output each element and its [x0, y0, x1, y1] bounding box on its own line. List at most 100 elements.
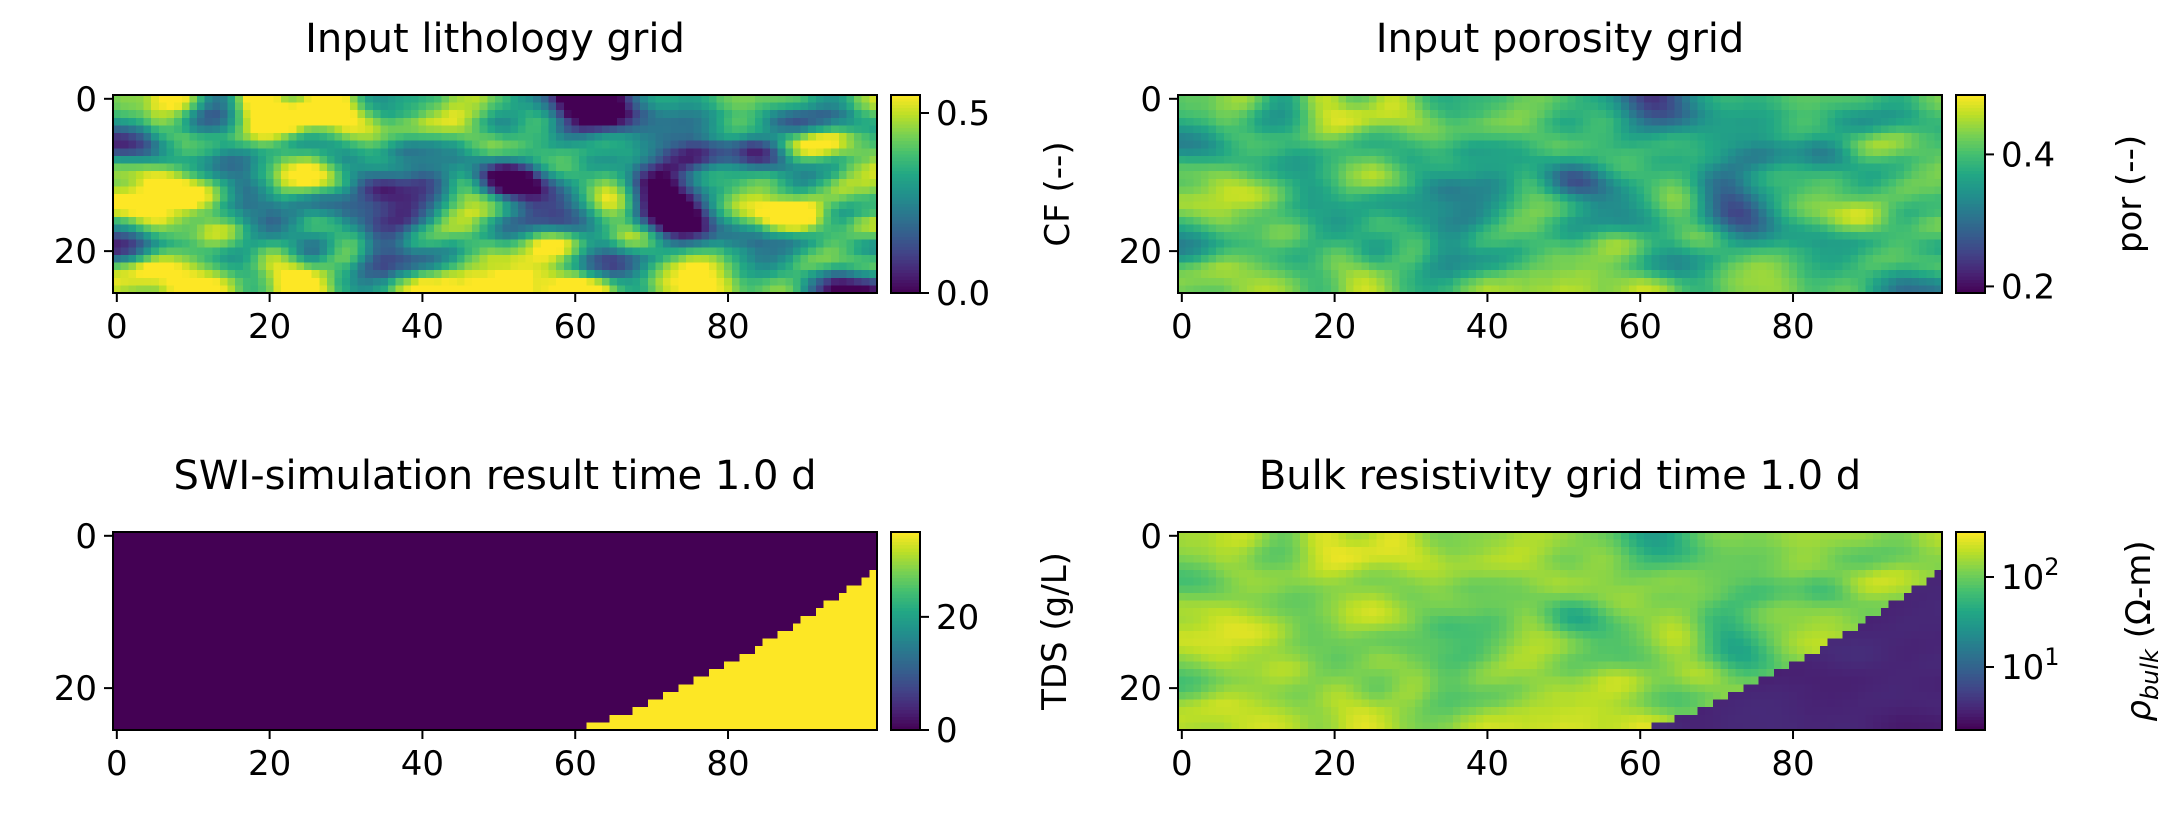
heatmap-cell	[594, 133, 603, 142]
heatmap-cell	[1919, 148, 1928, 157]
heatmap-cell	[319, 194, 328, 203]
heatmap-cell	[517, 209, 527, 218]
heatmap-cell	[174, 247, 183, 256]
heatmap-cell	[342, 163, 351, 172]
heatmap-cell	[1644, 216, 1653, 226]
heatmap-cell	[1483, 171, 1492, 180]
heatmap-cell	[1621, 148, 1630, 157]
heatmap-cell	[1437, 216, 1446, 226]
heatmap-cell	[1896, 186, 1905, 195]
heatmap-cell	[1896, 262, 1905, 271]
heatmap-cell	[1659, 209, 1668, 218]
heatmap-cell	[250, 148, 259, 157]
heatmap-cell	[1483, 140, 1492, 149]
heatmap-cell	[1376, 155, 1385, 165]
heatmap-cell	[800, 270, 809, 279]
heatmap-cell	[647, 232, 657, 241]
heatmap-cell	[1361, 194, 1370, 203]
heatmap-cell	[1407, 110, 1416, 119]
heatmap-cell	[128, 270, 137, 279]
heatmap-cell	[1865, 209, 1874, 218]
heatmap-cell	[1751, 254, 1760, 264]
heatmap-cell	[1712, 254, 1722, 264]
heatmap-cell	[197, 247, 206, 256]
colorbar-step	[891, 243, 920, 248]
heatmap-cell	[861, 148, 870, 157]
heatmap-cell	[632, 125, 641, 134]
heatmap-cell	[304, 194, 313, 203]
heatmap-cell	[601, 178, 611, 187]
heatmap-cell	[349, 209, 359, 218]
heatmap-cell	[1292, 102, 1301, 111]
heatmap-cell	[304, 201, 313, 210]
heatmap-cell	[540, 194, 550, 203]
heatmap-cell	[609, 140, 618, 149]
heatmap-cell	[1697, 239, 1706, 248]
heatmap-cell	[1315, 186, 1324, 195]
heatmap-cell	[1789, 110, 1798, 119]
heatmap-cell	[724, 171, 733, 180]
heatmap-cell	[1812, 224, 1821, 233]
heatmap-cell	[143, 232, 152, 241]
heatmap-cell	[418, 254, 427, 264]
heatmap-cell	[212, 277, 221, 286]
heatmap-cell	[212, 285, 221, 294]
heatmap-cell	[342, 277, 351, 286]
heatmap-cell	[212, 155, 221, 165]
heatmap-cell	[1659, 125, 1668, 134]
heatmap-cell	[831, 95, 840, 104]
heatmap-cell	[281, 117, 290, 127]
heatmap-cell	[869, 178, 878, 187]
heatmap-cell	[517, 95, 527, 104]
heatmap-cell	[808, 277, 817, 286]
heatmap-cell	[571, 232, 580, 241]
colorbar-step	[891, 154, 920, 159]
heatmap-cell	[854, 209, 863, 218]
heatmap-cell	[1598, 171, 1607, 180]
heatmap-cell	[861, 209, 870, 218]
heatmap-cell	[1857, 148, 1867, 157]
heatmap-cell	[181, 247, 190, 256]
heatmap-cell	[869, 125, 878, 134]
colorbar-step	[891, 200, 920, 205]
heatmap-cell	[1636, 125, 1645, 134]
heatmap-cell	[1926, 194, 1935, 203]
heatmap-cell	[517, 102, 527, 111]
heatmap-cell	[1789, 178, 1798, 187]
heatmap-cell	[433, 277, 443, 286]
heatmap-cell	[1590, 171, 1599, 180]
heatmap-cell	[128, 201, 137, 210]
heatmap-cell	[1552, 209, 1561, 218]
heatmap-cell	[204, 171, 213, 180]
heatmap-cell	[754, 254, 763, 264]
heatmap-cell	[1200, 171, 1210, 180]
heatmap-cell	[1789, 163, 1798, 172]
heatmap-cell	[647, 186, 657, 195]
heatmap-cell	[1491, 239, 1500, 248]
heatmap-cell	[410, 201, 420, 210]
heatmap-cell	[708, 254, 718, 264]
heatmap-cell	[1873, 262, 1882, 271]
heatmap-cell	[540, 163, 550, 172]
heatmap-cell	[1537, 194, 1546, 203]
heatmap-cell	[380, 110, 389, 119]
heatmap-cell	[410, 155, 420, 165]
heatmap-cell	[640, 232, 649, 241]
heatmap-cell	[1621, 155, 1630, 165]
heatmap-cell	[1926, 148, 1935, 157]
heatmap-cell	[342, 140, 351, 149]
heatmap-cell	[1414, 186, 1424, 195]
heatmap-cell	[403, 102, 412, 111]
heatmap-cell	[227, 239, 236, 248]
heatmap-cell	[342, 201, 351, 210]
heatmap-cell	[1705, 247, 1714, 256]
heatmap-cell	[1666, 239, 1676, 248]
heatmap-cell	[716, 178, 725, 187]
heatmap-cell	[472, 140, 481, 149]
heatmap-cell	[1880, 262, 1890, 271]
heatmap-cell	[678, 201, 687, 210]
heatmap-cell	[1697, 133, 1706, 142]
heatmap-cell	[647, 239, 657, 248]
heatmap-cell	[1582, 133, 1592, 142]
heatmap-cell	[1315, 194, 1324, 203]
